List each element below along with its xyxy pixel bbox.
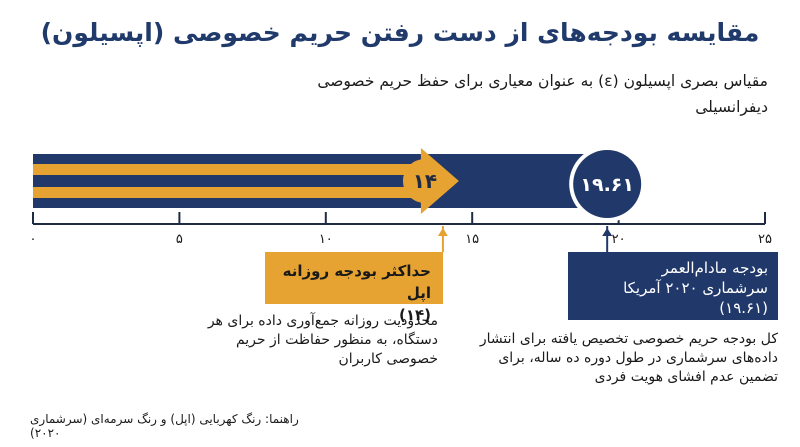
x-tick-label-5: ۵ (176, 232, 183, 247)
apple-budget-title: حداکثر بودجه روزانه اپل (282, 262, 431, 302)
census-budget-box: بودجه مادام‌العمر سرشماری ۲۰۲۰ آمریکا (۱… (568, 252, 778, 320)
chart-subtitle: مقیاس بصری اپسیلون (ε) به عنوان معیاری ب… (317, 72, 768, 116)
apple-budget-box: حداکثر بودجه روزانه اپل (۱۴) (265, 252, 443, 324)
legend: راهنما: رنگ کهربایی (اپل) و رنگ سرمه‌ای … (30, 412, 299, 440)
census-marker (573, 150, 642, 218)
epsilon-chart: ۰ ۵ ۱۰ ۱۵ ۲۰ ۲۵ ۱۴ ۱۹.۶۱ (30, 146, 772, 252)
x-tick-label-10: ۱۰ (319, 232, 333, 247)
census-connector-arrow (602, 228, 613, 236)
apple-budget-note: محدودیت روزانه جمع‌آوری داده برای هر دست… (207, 313, 438, 367)
apple-value-label: ۱۴ (413, 169, 437, 193)
x-tick-label-15: ۱۵ (465, 232, 479, 247)
x-tick-label-25: ۲۵ (758, 232, 772, 247)
page-title: مقایسه بودجه‌های از دست رفتن حریم خصوصی … (40, 18, 760, 47)
census-budget-note: کل بودجه حریم خصوصی تخصیص یافته برای انت… (479, 331, 778, 385)
apple-connector-arrow (437, 228, 448, 236)
census-budget-line1: بودجه مادام‌العمر (661, 259, 768, 277)
x-tick-label-0: ۰ (30, 232, 37, 247)
apple-budget-value: (۱۴) (398, 306, 431, 324)
apple-marker (402, 159, 447, 203)
census-value-label: ۱۹.۶۱ (580, 174, 634, 196)
census-budget-line2: سرشماری ۲۰۲۰ آمریکا (623, 279, 768, 297)
census-inner-stripe (33, 175, 413, 187)
census-budget-value: (۱۹.۶۱) (719, 299, 768, 317)
x-tick-label-20: ۲۰ (612, 232, 626, 247)
